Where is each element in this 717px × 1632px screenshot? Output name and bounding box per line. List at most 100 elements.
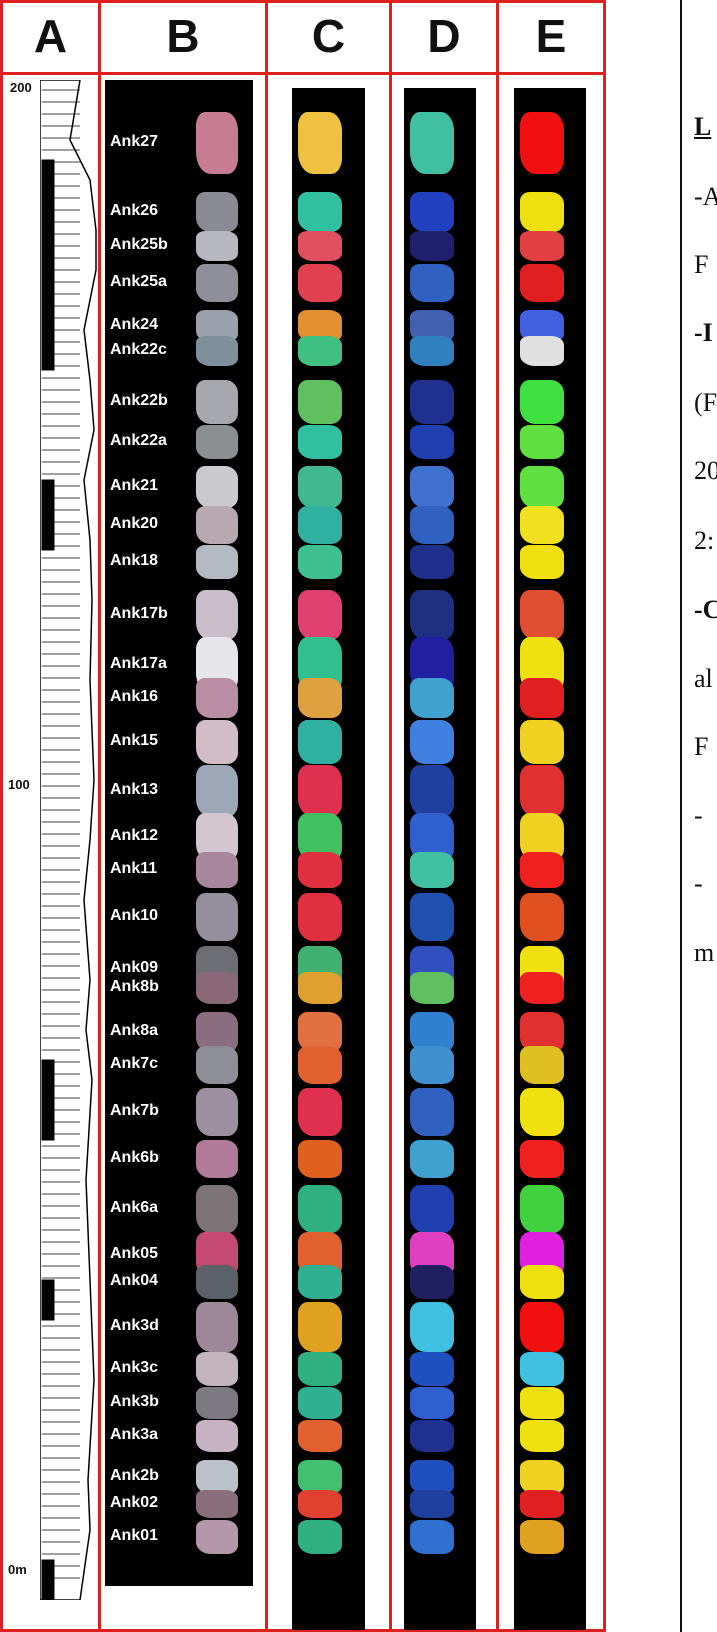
sample-label-ank8a: Ank8a xyxy=(110,1022,159,1039)
sample-map-e-ank15 xyxy=(520,720,564,764)
sample-map-d-ank17b xyxy=(410,590,454,640)
sample-photo-ank22c xyxy=(196,336,238,366)
sample-map-d-ank25b xyxy=(410,231,454,261)
sample-map-e-ank3d xyxy=(520,1302,564,1352)
sample-map-d-ank3c xyxy=(410,1352,454,1386)
sample-label-ank7c: Ank7c xyxy=(110,1055,159,1072)
sample-map-e-ank20 xyxy=(520,506,564,544)
sample-label-ank25b: Ank25b xyxy=(110,236,168,253)
sample-map-d-ank21 xyxy=(410,466,454,508)
sample-photo-ank26 xyxy=(196,192,238,232)
sample-map-c-ank7c xyxy=(298,1046,342,1084)
sample-photo-ank8a xyxy=(196,1012,238,1052)
sample-label-ank11: Ank11 xyxy=(110,860,158,877)
sample-map-c-ank18 xyxy=(298,545,342,579)
sample-map-c-ank2b xyxy=(298,1460,342,1494)
sample-map-e-ank6b xyxy=(520,1140,564,1178)
sample-map-d-ank18 xyxy=(410,545,454,579)
sample-map-d-ank16 xyxy=(410,678,454,718)
sample-photo-ank22a xyxy=(196,425,238,459)
sample-map-c-ank3b xyxy=(298,1387,342,1419)
axis-label-top: 200 xyxy=(10,80,32,95)
sample-map-c-ank6a xyxy=(298,1185,342,1233)
sample-photo-ank3c xyxy=(196,1352,238,1386)
sample-map-d-ank8a xyxy=(410,1012,454,1052)
sample-map-c-ank8a xyxy=(298,1012,342,1052)
sample-map-e-ank11 xyxy=(520,852,564,888)
sample-photo-ank18 xyxy=(196,545,238,579)
legend-line-12: - xyxy=(694,869,703,898)
sample-label-ank7b: Ank7b xyxy=(110,1102,159,1119)
sample-map-d-ank8b xyxy=(410,972,454,1004)
sample-map-c-ank02 xyxy=(298,1490,342,1518)
sample-map-e-ank13 xyxy=(520,765,564,817)
sample-map-d-ank01 xyxy=(410,1520,454,1554)
legend-line-11: - xyxy=(694,801,703,830)
sample-map-d-ank2b xyxy=(410,1460,454,1494)
legend-line-13: m xyxy=(694,938,715,967)
sample-photo-ank20 xyxy=(196,506,238,544)
sample-map-c-ank27 xyxy=(298,112,342,174)
sample-label-ank18: Ank18 xyxy=(110,552,159,569)
legend-line-8: -C xyxy=(694,595,717,624)
header-e: E xyxy=(535,10,567,62)
sample-map-c-ank17b xyxy=(298,590,342,640)
sample-map-d-ank13 xyxy=(410,765,454,817)
sample-map-d-ank6a xyxy=(410,1185,454,1233)
sample-label-ank10: Ank10 xyxy=(110,907,159,924)
sample-map-c-ank11 xyxy=(298,852,342,888)
sample-label-ank6a: Ank6a xyxy=(110,1199,159,1216)
sample-map-e-ank27 xyxy=(520,112,564,174)
legend-line-4: -I xyxy=(694,318,713,347)
sample-map-d-ank7c xyxy=(410,1046,454,1084)
sample-photo-ank3d xyxy=(196,1302,238,1352)
sample-map-e-ank16 xyxy=(520,678,564,718)
sample-map-e-ank22c xyxy=(520,336,564,366)
legend-line-6: 20 xyxy=(694,456,717,485)
sample-map-c-ank22c xyxy=(298,336,342,366)
sample-map-d-ank25a xyxy=(410,264,454,302)
sample-photo-ank04 xyxy=(196,1265,238,1299)
sample-photo-ank01 xyxy=(196,1520,238,1554)
sample-map-e-ank25a xyxy=(520,264,564,302)
sample-map-e-ank3c xyxy=(520,1352,564,1386)
sample-photo-ank21 xyxy=(196,466,238,508)
sample-label-ank20: Ank20 xyxy=(110,515,159,532)
legend-line-3: F xyxy=(694,250,709,279)
sample-photo-ank17b xyxy=(196,590,238,640)
sample-map-d-ank15 xyxy=(410,720,454,764)
axis-label-mid: 100 xyxy=(8,777,30,792)
sample-label-ank24: Ank24 xyxy=(110,316,159,333)
sample-label-ank2b: Ank2b xyxy=(110,1467,159,1484)
sample-map-e-ank01 xyxy=(520,1520,564,1554)
sample-map-d-ank22b xyxy=(410,380,454,424)
sample-label-ank6b: Ank6b xyxy=(110,1149,159,1166)
sample-map-c-ank22a xyxy=(298,425,342,459)
sample-label-ank3a: Ank3a xyxy=(110,1426,159,1443)
sample-map-c-ank22b xyxy=(298,380,342,424)
sample-label-ank22b: Ank22b xyxy=(110,392,168,409)
sample-map-e-ank10 xyxy=(520,893,564,941)
sample-map-e-ank3a xyxy=(520,1420,564,1452)
sample-label-ank21: Ank21 xyxy=(110,477,159,494)
sample-map-c-ank25b xyxy=(298,231,342,261)
sample-map-c-ank16 xyxy=(298,678,342,718)
sample-map-d-ank6b xyxy=(410,1140,454,1178)
sample-label-ank09: Ank09 xyxy=(110,959,159,976)
sample-map-e-ank17b xyxy=(520,590,564,640)
sample-map-c-ank7b xyxy=(298,1088,342,1136)
sample-label-ank27: Ank27 xyxy=(110,133,159,150)
legend-title: L xyxy=(694,112,712,141)
sample-map-d-ank20 xyxy=(410,506,454,544)
sample-map-e-ank6a xyxy=(520,1185,564,1233)
sample-map-e-ank18 xyxy=(520,545,564,579)
sample-photo-ank25a xyxy=(196,264,238,302)
sample-photo-ank7b xyxy=(196,1088,238,1136)
sample-photo-ank3a xyxy=(196,1420,238,1452)
sample-map-d-ank22c xyxy=(410,336,454,366)
sample-map-e-ank04 xyxy=(520,1265,564,1299)
sample-map-e-ank3b xyxy=(520,1387,564,1419)
sample-map-d-ank7b xyxy=(410,1088,454,1136)
sample-map-d-ank27 xyxy=(410,112,454,174)
legend-line-5: (F xyxy=(694,388,717,417)
